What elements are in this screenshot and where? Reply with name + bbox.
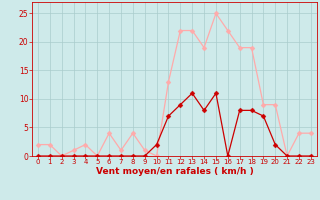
- X-axis label: Vent moyen/en rafales ( km/h ): Vent moyen/en rafales ( km/h ): [96, 167, 253, 176]
